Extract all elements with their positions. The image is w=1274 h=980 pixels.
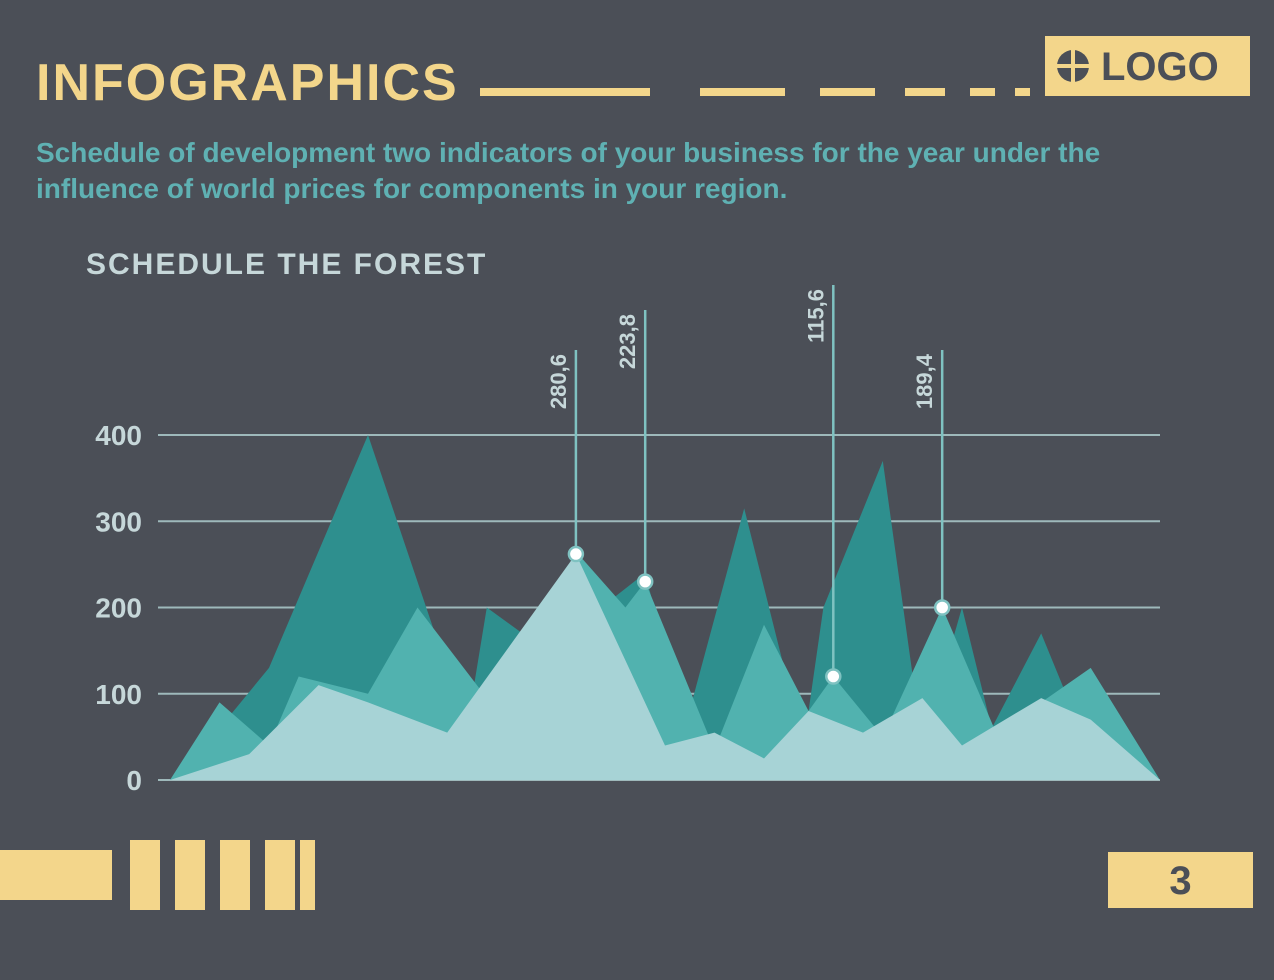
y-tick-label-400: 400 xyxy=(95,420,142,451)
marker-dot-0 xyxy=(569,547,583,561)
logo-icon-slit-v xyxy=(1071,48,1075,84)
title-dash-5 xyxy=(1015,88,1030,96)
marker-dot-1 xyxy=(638,575,652,589)
title-dash-0 xyxy=(480,88,650,96)
footer-hatch-2 xyxy=(220,840,250,910)
title-dash-2 xyxy=(820,88,875,96)
y-tick-label-300: 300 xyxy=(95,506,142,537)
marker-label-0: 280,6 xyxy=(546,354,571,409)
marker-dot-3 xyxy=(935,601,949,615)
page-title: INFOGRAPHICS xyxy=(36,54,459,112)
footer-hatch-1 xyxy=(175,840,205,910)
marker-label-3: 189,4 xyxy=(912,353,937,409)
title-dash-4 xyxy=(970,88,995,96)
y-tick-label-0: 0 xyxy=(126,765,142,796)
footer-left-bar xyxy=(0,850,112,900)
y-tick-label-100: 100 xyxy=(95,679,142,710)
title-dash-3 xyxy=(905,88,945,96)
title-dash-1 xyxy=(700,88,785,96)
footer-hatch-4 xyxy=(300,840,315,910)
footer-hatch-0 xyxy=(130,840,160,910)
marker-label-2: 115,6 xyxy=(803,289,828,343)
subtitle-line-2: influence of world prices for components… xyxy=(36,173,787,204)
subtitle-line-1: Schedule of development two indicators o… xyxy=(36,137,1100,168)
logo-text: LOGO xyxy=(1101,45,1219,89)
page-number: 3 xyxy=(1169,859,1191,903)
y-tick-label-200: 200 xyxy=(95,593,142,624)
footer-hatch-3 xyxy=(265,840,295,910)
marker-dot-2 xyxy=(826,670,840,684)
chart-title: SCHEDULE THE FOREST xyxy=(86,248,487,281)
marker-label-1: 223,8 xyxy=(615,314,640,369)
